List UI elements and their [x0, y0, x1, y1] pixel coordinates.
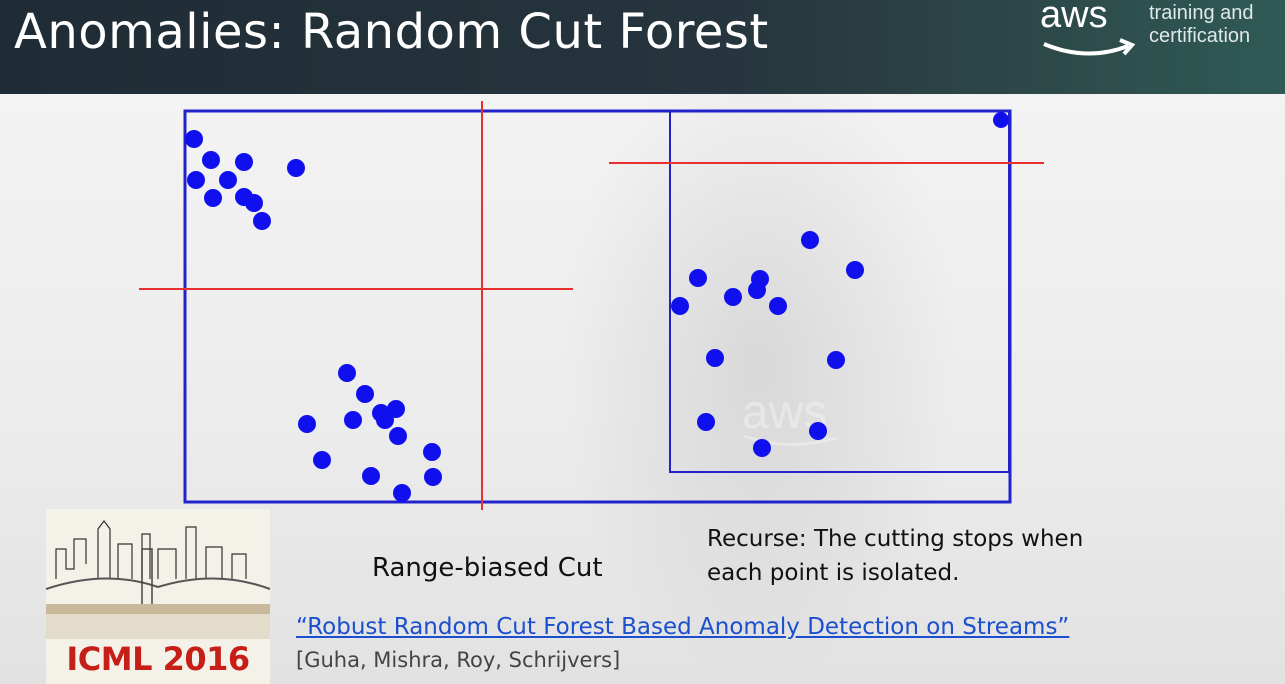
data-point [298, 415, 316, 433]
data-point [753, 439, 771, 457]
cluster-bottom-left [298, 364, 442, 502]
data-point [809, 422, 827, 440]
icml-logo-text: ICML 2016 [66, 640, 250, 678]
data-point [202, 151, 220, 169]
data-point [219, 171, 237, 189]
range-biased-cut-caption: Range-biased Cut [372, 553, 603, 583]
paper-reference-link[interactable]: “Robust Random Cut Forest Based Anomaly … [296, 614, 1070, 640]
data-point [253, 212, 271, 230]
data-point [356, 385, 374, 403]
recurse-caption-line-2: each point is isolated. [707, 560, 960, 586]
data-point [245, 194, 263, 212]
paper-authors: [Guha, Mishra, Roy, Schrijvers] [296, 648, 621, 672]
data-point [769, 297, 787, 315]
data-point [424, 468, 442, 486]
aws-logo: aws [1040, 0, 1136, 60]
data-point [376, 411, 394, 429]
data-point [697, 413, 715, 431]
aws-smile-icon [1043, 38, 1136, 56]
data-point [689, 269, 707, 287]
data-point [706, 349, 724, 367]
data-point [724, 288, 742, 306]
data-point [393, 484, 411, 502]
tagline-line-1: training and [1149, 2, 1254, 24]
aws-tagline: training and certification [1149, 2, 1254, 48]
anomaly-point [993, 112, 1009, 128]
video-presenter-overlay [560, 94, 960, 684]
icml-2016-logo: ICML 2016 [46, 509, 270, 684]
inner-bounding-box [669, 110, 1010, 473]
data-point [235, 153, 253, 171]
slide-title: Anomalies: Random Cut Forest [14, 4, 769, 60]
outer-bounding-box [183, 109, 1012, 504]
data-point [387, 400, 405, 418]
data-point [827, 351, 845, 369]
data-point [801, 231, 819, 249]
data-point [846, 261, 864, 279]
data-point [338, 364, 356, 382]
title-bar: Anomalies: Random Cut Forest aws trainin… [0, 0, 1285, 94]
data-point [362, 467, 380, 485]
data-point [287, 159, 305, 177]
cluster-top-left [185, 130, 305, 230]
data-point [313, 451, 331, 469]
data-point [204, 189, 222, 207]
cluster-right [671, 231, 864, 457]
data-point [185, 130, 203, 148]
recurse-caption-line-1: Recurse: The cutting stops when [707, 526, 1084, 552]
data-point [389, 427, 407, 445]
data-point [187, 171, 205, 189]
icml-skyline-illustration [46, 509, 270, 684]
data-point [748, 281, 766, 299]
recurse-caption: Recurse: The cutting stops when each poi… [707, 522, 1107, 590]
tagline-line-2: certification [1149, 25, 1251, 47]
aws-logo-word: aws [1040, 0, 1108, 36]
data-point [671, 297, 689, 315]
data-point [423, 443, 441, 461]
data-point [344, 411, 362, 429]
